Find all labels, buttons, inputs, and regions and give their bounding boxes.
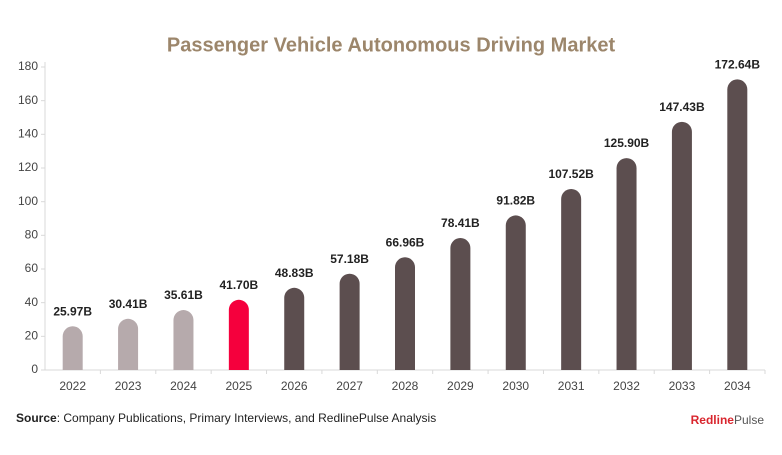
- value-label: 41.70B: [219, 278, 258, 292]
- bar: [671, 121, 692, 370]
- value-label: 91.82B: [496, 194, 535, 208]
- bar: [62, 326, 83, 370]
- y-tick-label: 180: [18, 59, 38, 73]
- x-tick-label: 2023: [115, 379, 142, 393]
- x-tick-label: 2029: [447, 379, 474, 393]
- x-tick-label: 2027: [336, 379, 363, 393]
- value-label: 125.90B: [604, 136, 650, 150]
- y-tick-label: 80: [25, 228, 39, 242]
- bar: [173, 310, 194, 370]
- value-label: 147.43B: [659, 100, 705, 114]
- y-tick-label: 140: [18, 127, 38, 141]
- bar: [118, 318, 139, 370]
- x-tick-label: 2028: [392, 379, 419, 393]
- x-tick-label: 2031: [558, 379, 585, 393]
- source-label: Source: [16, 411, 57, 425]
- value-label: 66.96B: [386, 235, 425, 249]
- bar: [228, 299, 249, 370]
- x-tick-label: 2034: [724, 379, 751, 393]
- x-tick-label: 2025: [225, 379, 252, 393]
- bar: [727, 79, 748, 370]
- logo-first: Redline: [691, 413, 735, 427]
- y-tick-label: 160: [18, 93, 38, 107]
- y-tick-label: 0: [31, 362, 38, 376]
- x-tick-label: 2030: [502, 379, 529, 393]
- y-tick-label: 100: [18, 194, 38, 208]
- source: Source: Company Publications, Primary In…: [16, 411, 436, 425]
- x-tick-label: 2024: [170, 379, 197, 393]
- y-tick-label: 120: [18, 160, 38, 174]
- bar: [616, 158, 637, 370]
- x-tick-label: 2033: [669, 379, 696, 393]
- x-tick-label: 2022: [59, 379, 86, 393]
- bar: [339, 273, 360, 370]
- x-tick-label: 2026: [281, 379, 308, 393]
- chart-title: Passenger Vehicle Autonomous Driving Mar…: [167, 34, 616, 56]
- source-text: : Company Publications, Primary Intervie…: [57, 411, 437, 425]
- value-label: 78.41B: [441, 216, 480, 230]
- x-tick-label: 2032: [613, 379, 640, 393]
- value-label: 48.83B: [275, 266, 314, 280]
- bar: [561, 189, 582, 370]
- y-tick-label: 40: [25, 295, 39, 309]
- value-label: 57.18B: [330, 252, 369, 266]
- value-label: 25.97B: [53, 304, 92, 318]
- bar: [450, 238, 471, 370]
- logo-second: Pulse: [734, 413, 764, 427]
- value-label: 30.41B: [109, 297, 148, 311]
- value-label: 172.64B: [715, 58, 761, 72]
- value-label: 35.61B: [164, 288, 203, 302]
- logo: RedlinePulse: [691, 413, 765, 427]
- bar: [395, 257, 415, 370]
- bar: [505, 215, 526, 370]
- y-tick-label: 20: [25, 329, 39, 343]
- value-label: 107.52B: [548, 167, 594, 181]
- y-tick-label: 60: [25, 261, 39, 275]
- bar: [284, 287, 305, 370]
